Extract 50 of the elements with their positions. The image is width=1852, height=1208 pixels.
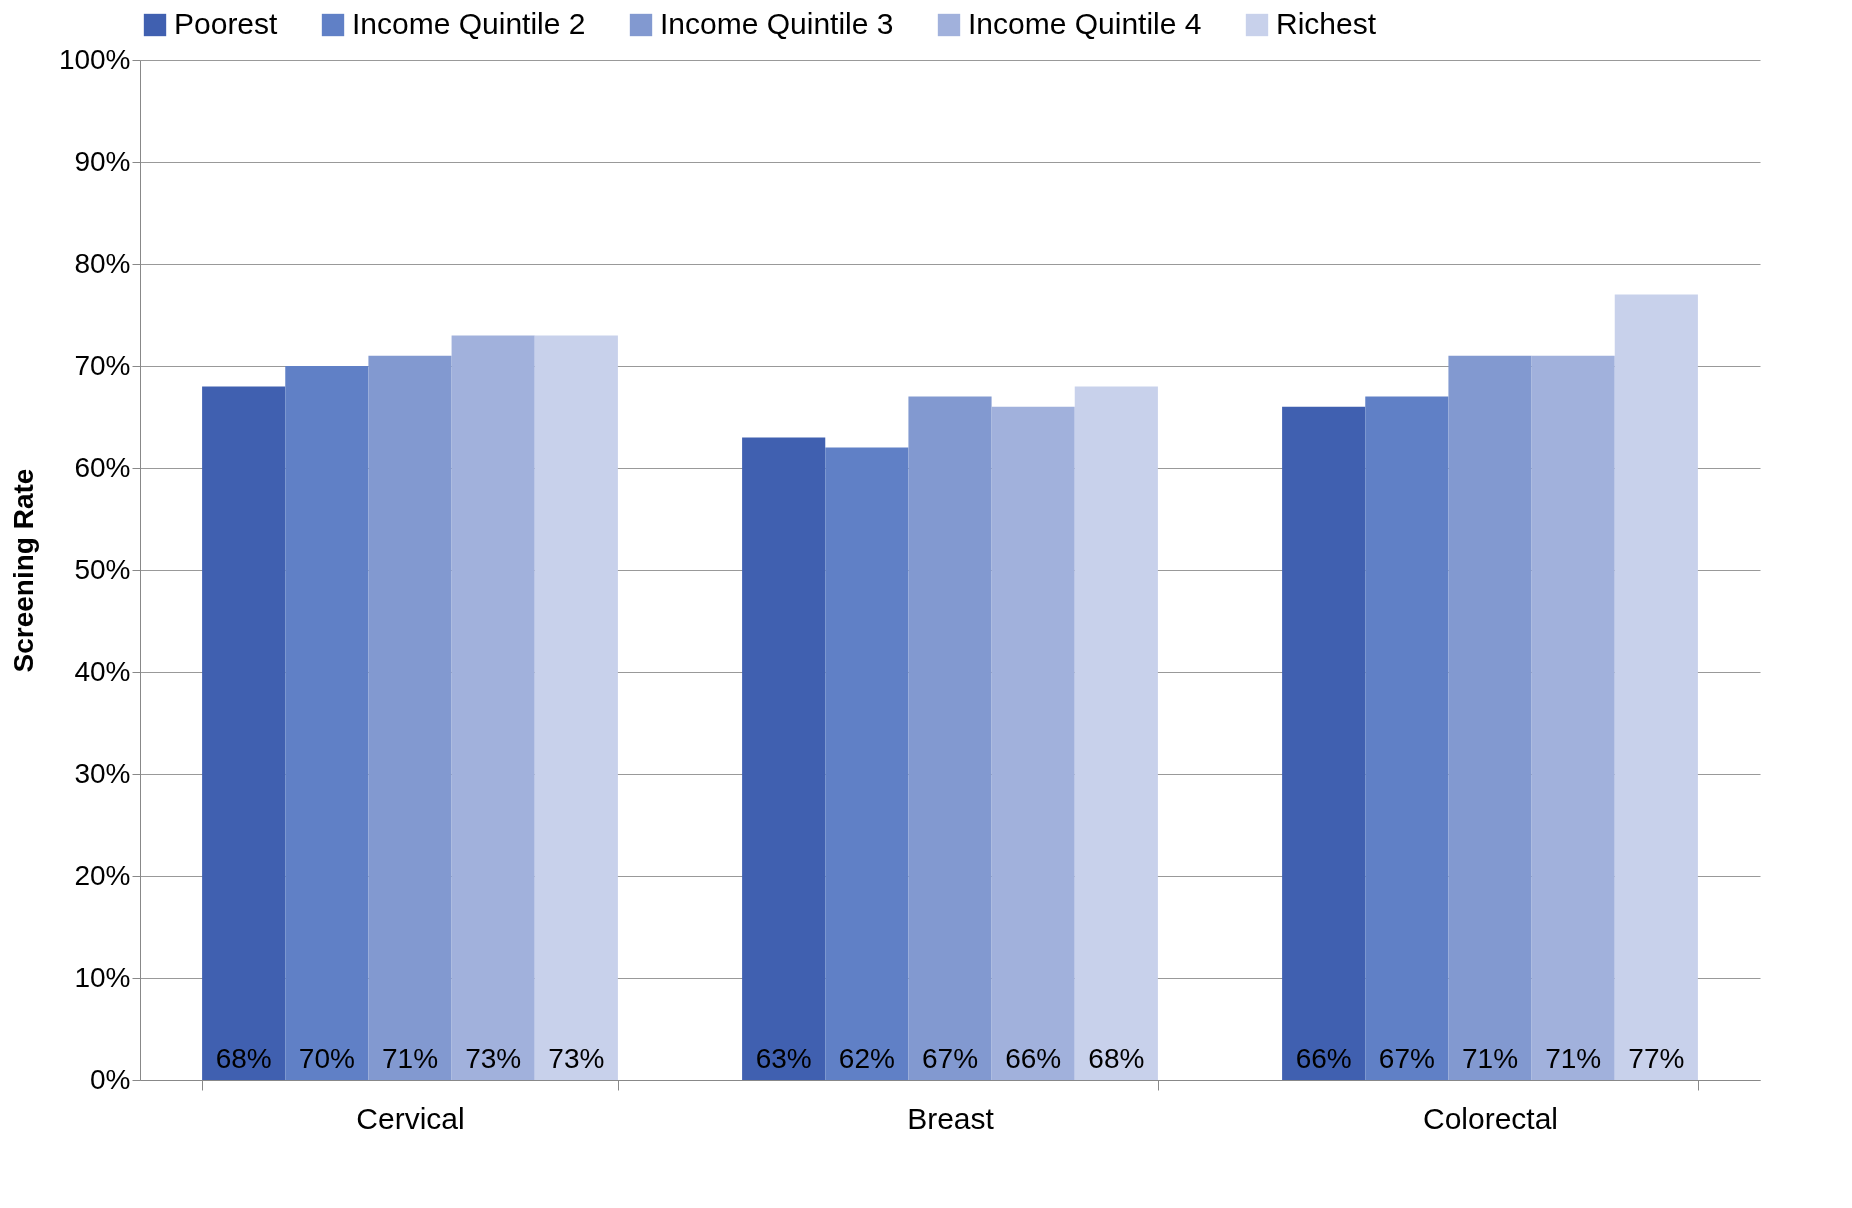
legend-label: Poorest <box>174 7 279 40</box>
legend-label: Richest <box>1276 7 1377 40</box>
y-tick-label: 10% <box>74 961 131 993</box>
data-label: 71% <box>1545 1043 1602 1074</box>
bar <box>202 386 286 1080</box>
data-label: 68% <box>1088 1043 1145 1074</box>
data-label: 68% <box>215 1043 272 1074</box>
data-label: 70% <box>298 1043 355 1074</box>
y-tick-label: 20% <box>74 859 131 891</box>
y-tick-label: 60% <box>74 451 131 483</box>
bar <box>451 335 535 1080</box>
bar <box>1282 406 1366 1080</box>
data-label: 62% <box>838 1043 895 1074</box>
legend-label: Income Quintile 3 <box>660 7 894 40</box>
data-label: 66% <box>1005 1043 1062 1074</box>
y-tick-label: 70% <box>74 349 131 381</box>
bar <box>1614 294 1698 1080</box>
y-tick-label: 0% <box>90 1063 131 1095</box>
legend-label: Income Quintile 4 <box>968 7 1202 40</box>
data-label: 71% <box>1461 1043 1519 1074</box>
bar <box>534 335 618 1080</box>
bar <box>742 437 826 1080</box>
x-tick-label: Breast <box>907 1101 995 1135</box>
bar <box>285 366 369 1080</box>
bar <box>825 447 909 1080</box>
bar <box>1074 386 1158 1080</box>
legend-label: Income Quintile 2 <box>352 7 586 40</box>
bar <box>368 355 452 1080</box>
y-tick-label: 80% <box>74 247 131 279</box>
bar <box>1531 355 1615 1080</box>
data-label: 73% <box>548 1043 605 1074</box>
data-label: 66% <box>1295 1043 1352 1074</box>
y-axis-title: Screening Rate <box>7 468 39 673</box>
x-tick-label: Colorectal <box>1422 1101 1559 1135</box>
y-tick-label: 90% <box>74 145 131 177</box>
data-label: 73% <box>465 1043 522 1074</box>
data-label: 71% <box>381 1043 439 1074</box>
y-tick-label: 100% <box>58 43 131 75</box>
y-tick-label: 50% <box>74 553 131 585</box>
bar <box>1365 396 1449 1080</box>
bar <box>1448 355 1532 1080</box>
y-tick-label: 30% <box>74 757 131 789</box>
data-label: 67% <box>1378 1043 1435 1074</box>
data-label: 67% <box>921 1043 979 1074</box>
data-label: 77% <box>1628 1043 1685 1074</box>
x-tick-label: Cervical <box>356 1101 465 1135</box>
y-tick-label: 40% <box>74 655 131 687</box>
bar <box>908 396 992 1080</box>
data-label: 63% <box>755 1043 812 1074</box>
bar <box>991 406 1075 1080</box>
